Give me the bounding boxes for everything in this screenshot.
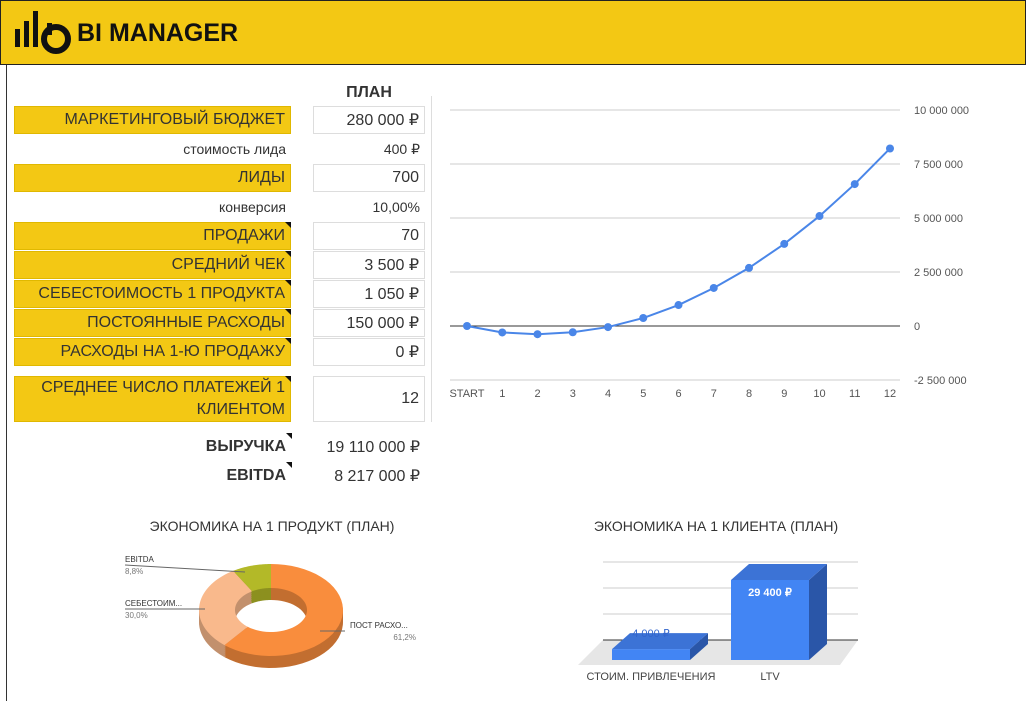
value-label: 8,8% [125, 567, 143, 576]
row-label: СЕБЕСТОИМОСТЬ 1 ПРОДУКТА [14, 280, 291, 308]
bar-side [809, 564, 827, 660]
x-tick-label: 2 [534, 388, 540, 400]
row-value: 3 500 ₽ [313, 251, 425, 279]
bar [612, 649, 690, 660]
bar-top [612, 633, 708, 650]
row-value: 10,00% [372, 199, 420, 215]
y-tick-label: 7 500 000 [914, 159, 963, 171]
point [780, 239, 789, 248]
column-header: ПЛАН [346, 84, 392, 101]
point [674, 301, 683, 310]
border [6, 65, 7, 701]
chart-title: ЭКОНОМИКА НА 1 ПРОДУКТ (ПЛАН) [150, 518, 395, 534]
header: BI MANAGER [0, 0, 1026, 65]
y-tick-label: 10 000 000 [914, 105, 969, 117]
bar [731, 580, 809, 660]
x-tick-label: 3 [570, 388, 576, 400]
point [604, 323, 612, 332]
x-tick-label: START [449, 388, 484, 400]
x-tick-label: 12 [884, 388, 896, 400]
bar-top [731, 564, 827, 580]
legend-label: EBITDA [125, 555, 155, 564]
row-value: 0 ₽ [313, 338, 425, 366]
row-label: ЛИДЫ [14, 164, 291, 192]
row-value: 400 ₽ [383, 140, 420, 157]
x-tick-label: 1 [499, 388, 505, 400]
x-tick-label: 4 [605, 388, 611, 400]
row-label: конверсия [218, 199, 286, 215]
point [815, 212, 824, 221]
point [639, 314, 648, 323]
x-tick-label: 6 [675, 388, 681, 400]
row-value: 700 [313, 164, 425, 192]
row-value: 70 [313, 222, 425, 250]
legend-label: ПОСТ РАСХО... [350, 621, 408, 630]
row-value: 1 050 ₽ [313, 280, 425, 308]
x-tick-label: 10 [813, 388, 825, 400]
logo [15, 11, 71, 54]
row-value: 12 [313, 376, 425, 422]
divider [431, 96, 432, 422]
row-value: 19 110 000 ₽ [326, 439, 420, 456]
x-tick-label: 7 [711, 388, 717, 400]
x-tick-label: 5 [640, 388, 646, 400]
y-tick-label: 0 [914, 321, 920, 333]
value-label: 61,2% [393, 633, 416, 642]
point [709, 283, 718, 292]
value-label: 4 000 ₽ [632, 628, 670, 640]
row-value: 280 000 ₽ [313, 106, 425, 134]
x-tick-label: 9 [781, 388, 787, 400]
row-label: СРЕДНЕЕ ЧИСЛО ПЛАТЕЖЕЙ 1 КЛИЕНТОМ [14, 376, 291, 422]
point [886, 144, 894, 153]
y-tick-label: 5 000 000 [914, 213, 963, 225]
point [850, 180, 859, 189]
x-tick-label: СТОИМ. ПРИВЛЕЧЕНИЯ [587, 671, 716, 683]
chart-title: ЭКОНОМИКА НА 1 КЛИЕНТА (ПЛАН) [594, 518, 838, 534]
row-label: СРЕДНИЙ ЧЕК [14, 251, 291, 279]
row-label: ПРОДАЖИ [14, 222, 291, 250]
row-label: стоимость лида [183, 141, 286, 157]
value-label: 29 400 ₽ [748, 587, 792, 599]
point [498, 328, 507, 337]
row-label: ПОСТОЯННЫЕ РАСХОДЫ [14, 309, 291, 337]
row-label: РАСХОДЫ НА 1-Ю ПРОДАЖУ [14, 338, 291, 366]
x-tick-label: 11 [849, 388, 860, 400]
row-value: 8 217 000 ₽ [334, 468, 420, 485]
row-label: МАРКЕТИНГОВЫЙ БЮДЖЕТ [14, 106, 291, 134]
point [568, 328, 577, 337]
row-value: 150 000 ₽ [313, 309, 425, 337]
slice [233, 564, 271, 592]
x-tick-label: LTV [760, 671, 780, 683]
point [463, 322, 471, 330]
slice [224, 564, 343, 656]
x-tick-label: 8 [746, 388, 752, 400]
y-tick-label: 2 500 000 [914, 267, 963, 279]
slice [199, 570, 253, 646]
value-label: 30,0% [125, 611, 148, 620]
row-label: EBITDA [14, 462, 292, 489]
bar-side [690, 633, 708, 660]
row-label: ВЫРУЧКА [14, 433, 292, 460]
point [745, 263, 753, 272]
leader-line [124, 564, 246, 573]
point [533, 330, 542, 339]
app-title: BI MANAGER [77, 19, 239, 47]
y-tick-label: -2 500 000 [914, 375, 967, 387]
legend-label: СЕБЕСТОИМ... [125, 599, 182, 608]
